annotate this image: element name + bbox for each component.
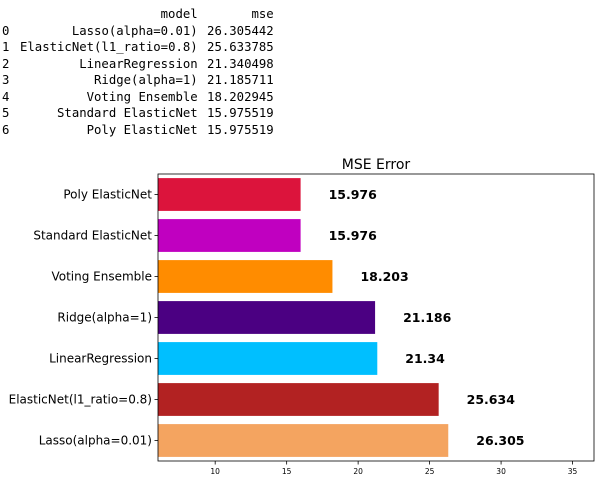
bar <box>158 219 301 252</box>
value-label: 26.305 <box>476 433 524 448</box>
table-row: 2 LinearRegression 21.340498 <box>2 56 274 73</box>
table-row: 4 Voting Ensemble 18.202945 <box>2 89 274 106</box>
row-mse: 26.305442 <box>207 23 274 38</box>
column-header-model: model <box>160 7 198 21</box>
bar <box>158 342 378 375</box>
table-row: 1 ElasticNet(l1_ratio=0.8) 25.633785 <box>2 39 274 56</box>
chart-title: MSE Error <box>342 157 411 173</box>
table-row: 6 Poly ElasticNet 15.975519 <box>2 122 274 139</box>
row-mse: 25.633785 <box>207 40 274 54</box>
row-index: 4 <box>2 89 10 104</box>
table-header-row: model mse <box>2 6 274 23</box>
value-label: 25.634 <box>467 392 516 407</box>
plot-frame <box>157 173 595 462</box>
bar <box>158 424 449 457</box>
row-mse: 21.185711 <box>207 73 274 87</box>
x-tick-label: 20 <box>353 467 363 476</box>
value-label: 15.976 <box>329 228 378 243</box>
row-model: Voting Ensemble <box>86 89 198 104</box>
bar <box>158 301 376 334</box>
x-axis: 10 15 20 25 30 35 <box>210 461 578 476</box>
bar <box>158 383 439 416</box>
value-labels: 26.305 25.634 21.34 21.186 18.203 15.976 15.97… <box>329 187 525 448</box>
table-body: 0 Lasso(alpha=0.01) 26.305442 1 ElasticNet(l… <box>2 23 274 139</box>
value-label: 21.186 <box>403 310 452 325</box>
x-tick-label: 35 <box>568 467 578 476</box>
row-index: 0 <box>2 23 10 38</box>
row-index: 5 <box>2 106 10 120</box>
bar <box>158 260 333 293</box>
row-mse: 15.975519 <box>207 106 274 120</box>
value-label: 15.976 <box>329 187 378 202</box>
y-tick-label: Ridge(alpha=1) <box>57 311 152 325</box>
row-index: 6 <box>2 122 10 137</box>
row-mse: 21.340498 <box>207 56 274 71</box>
row-model: Ridge(alpha=1) <box>94 73 198 87</box>
bar <box>158 178 301 211</box>
table-row: 3 Ridge(alpha=1) 21.185711 <box>2 72 274 89</box>
x-tick-label: 25 <box>425 467 435 476</box>
y-tick-label: ElasticNet(l1_ratio=0.8) <box>9 393 152 407</box>
row-mse: 18.202945 <box>207 89 274 104</box>
row-model: Poly ElasticNet <box>86 122 198 137</box>
table-row: 0 Lasso(alpha=0.01) 26.305442 <box>2 23 274 40</box>
value-label: 21.34 <box>405 351 445 366</box>
row-index: 2 <box>2 56 10 71</box>
row-model: ElasticNet(l1_ratio=0.8) <box>20 40 198 54</box>
value-label: 18.203 <box>360 269 408 284</box>
row-index: 3 <box>2 73 10 87</box>
y-tick-labels: Lasso(alpha=0.01) ElasticNet(l1_ratio=0.8… <box>9 188 158 448</box>
row-mse: 15.975519 <box>207 122 274 137</box>
row-index: 1 <box>2 40 10 54</box>
row-model: LinearRegression <box>79 56 198 71</box>
y-tick-label: LinearRegression <box>49 352 152 366</box>
row-model: Standard ElasticNet <box>57 106 198 120</box>
dataframe-table: model mse 0 Lasso(alpha=0.01) 26.305442 1 El… <box>2 6 274 138</box>
column-header-mse: mse <box>251 7 274 21</box>
y-tick-label: Voting Ensemble <box>51 270 152 284</box>
x-tick-label: 30 <box>496 467 506 476</box>
row-model: Lasso(alpha=0.01) <box>71 23 198 38</box>
table-row: 5 Standard ElasticNet 15.975519 <box>2 105 274 122</box>
x-tick-label: 15 <box>282 467 292 476</box>
y-tick-label: Lasso(alpha=0.01) <box>39 434 152 448</box>
x-tick-label: 10 <box>210 467 220 476</box>
bars-group <box>158 178 449 457</box>
y-tick-label: Standard ElasticNet <box>33 229 152 243</box>
y-tick-label: Poly ElasticNet <box>63 188 152 202</box>
